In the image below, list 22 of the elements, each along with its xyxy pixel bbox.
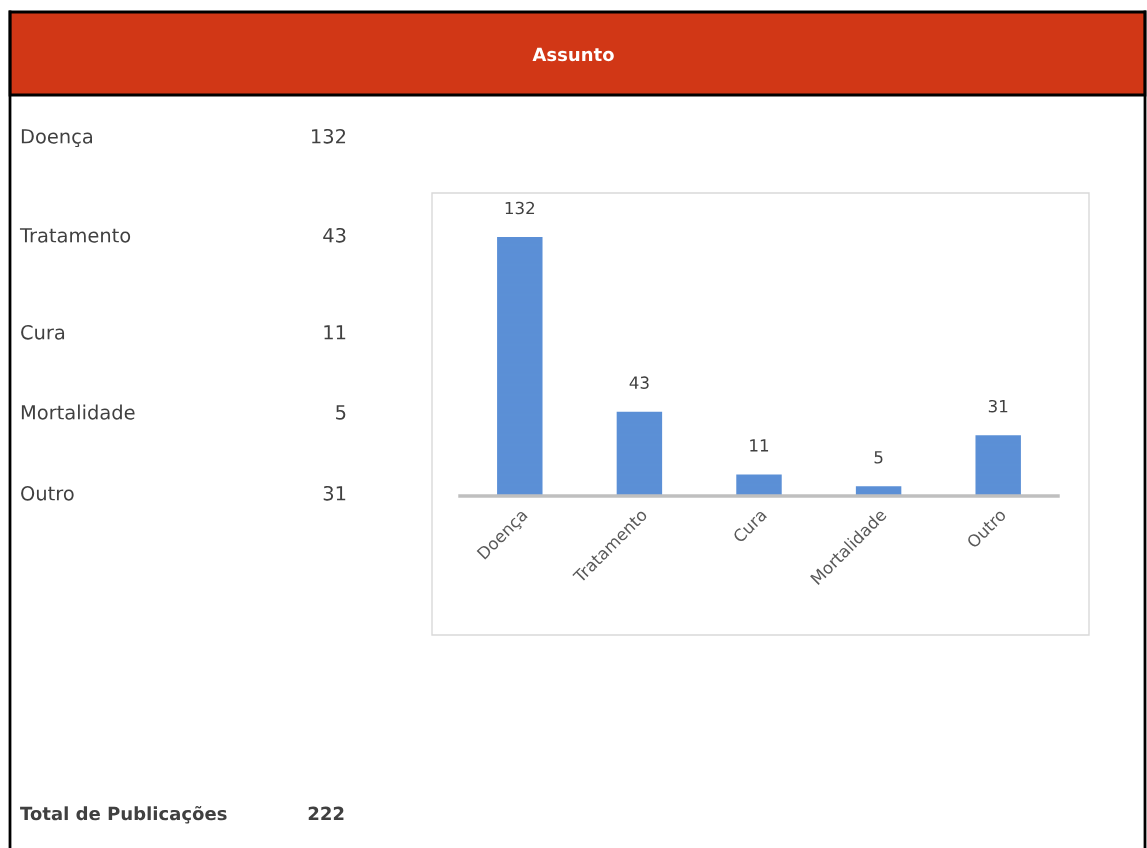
category-label: Cura — [21, 324, 65, 340]
bar — [736, 474, 782, 496]
bar — [616, 411, 663, 496]
data-label: 5 — [874, 451, 883, 464]
text: 43 — [323, 227, 346, 243]
text: Assunto — [532, 47, 614, 62]
text: 31 — [323, 485, 346, 501]
category-label: Doença — [21, 129, 92, 148]
text: 11 — [324, 325, 346, 340]
text: 132 — [312, 128, 346, 144]
data-label: 43 — [629, 376, 649, 389]
text: Total de Publicações — [20, 805, 227, 824]
text: 222 — [308, 806, 344, 820]
data-label: 11 — [750, 439, 769, 452]
category-label: Tratamento — [19, 228, 131, 243]
data-label: 31 — [988, 399, 1008, 413]
category-label: Outro — [21, 485, 74, 501]
text: 5 — [336, 405, 346, 420]
category-label: Mortalidade — [21, 404, 135, 420]
bar — [975, 435, 1021, 496]
data-label: 132 — [505, 201, 535, 215]
bar — [497, 237, 543, 496]
